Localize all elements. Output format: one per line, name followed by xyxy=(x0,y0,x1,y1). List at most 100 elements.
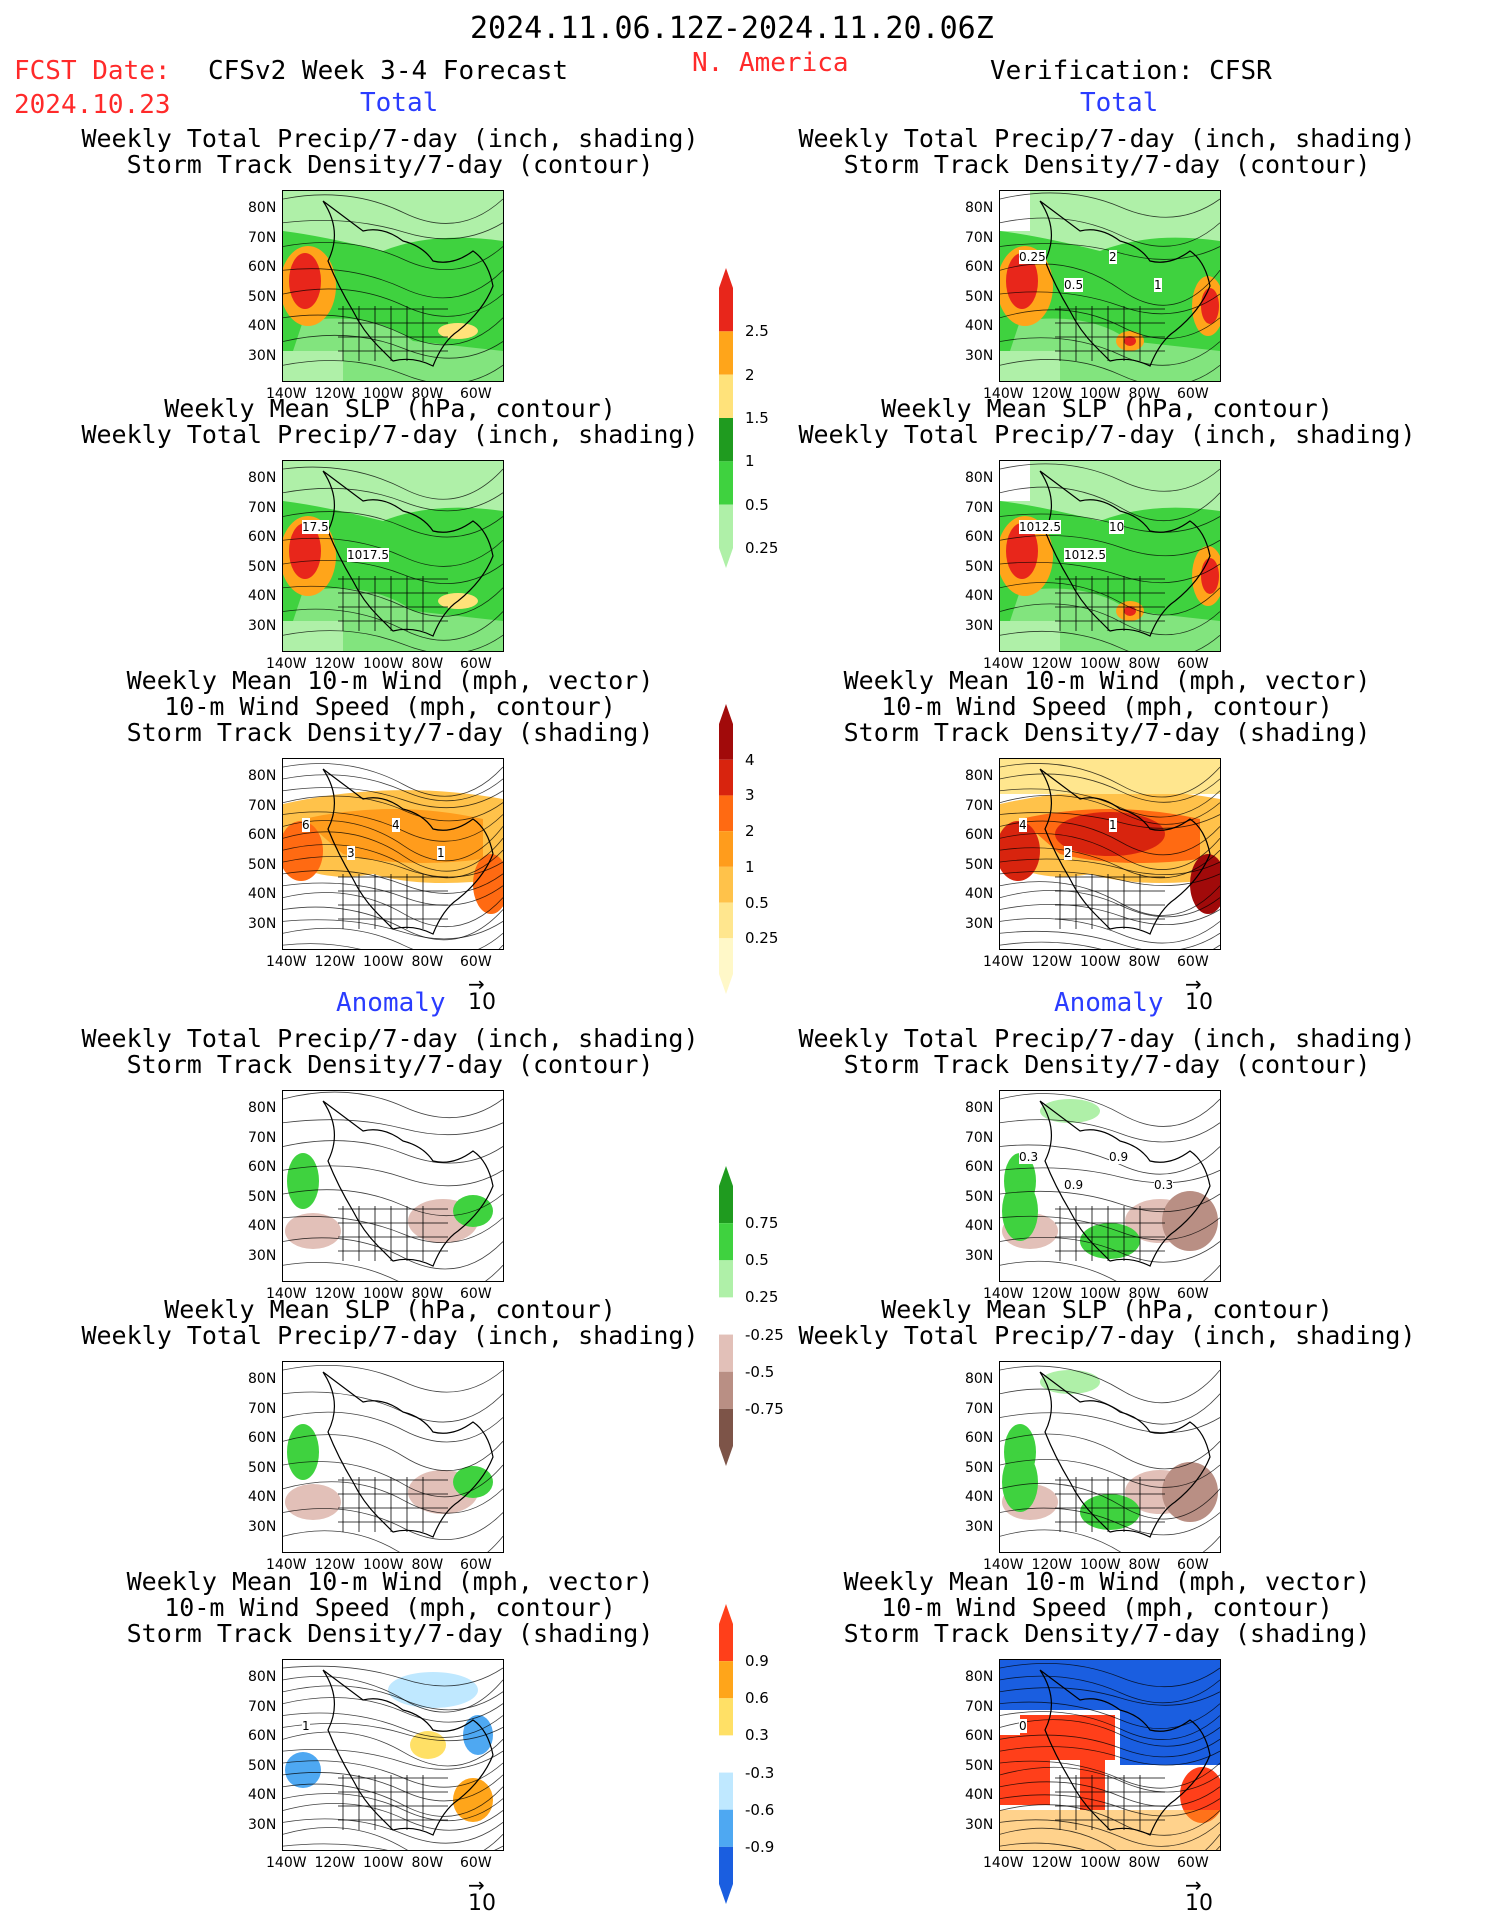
map-plot xyxy=(999,1659,1221,1851)
map-contour-label: 3 xyxy=(347,846,355,860)
section-anomaly-right: Anomaly xyxy=(1054,988,1164,1018)
lon-tick-label: 60W xyxy=(1177,1557,1209,1573)
map-contour-label: 0 xyxy=(1019,1719,1027,1733)
lat-tick-label: 40N xyxy=(965,318,994,334)
lat-tick-label: 40N xyxy=(248,1489,277,1505)
lat-tick-label: 50N xyxy=(965,1459,994,1476)
lon-tick-label: 60W xyxy=(460,656,492,672)
lon-tick-label: 80W xyxy=(411,386,444,402)
lon-tick-label: 100W xyxy=(1080,656,1121,672)
vector-reference-arrow-icon: → xyxy=(468,1873,485,1897)
map-contour-label: 1012.5 xyxy=(1019,520,1061,534)
lon-tick-label: 100W xyxy=(1080,386,1121,402)
lat-tick-label: 30N xyxy=(248,1816,277,1833)
lat-tick-label: 60N xyxy=(965,1159,994,1175)
panel-title-line: Storm Track Density/7-day (contour) xyxy=(843,1050,1371,1079)
panel-title-line: Weekly Mean 10-m Wind (mph, vector) xyxy=(126,666,654,695)
lat-tick-label: 60N xyxy=(248,827,277,843)
lat-tick-label: 30N xyxy=(248,915,277,932)
map-plot xyxy=(999,1090,1221,1282)
lon-tick-label: 100W xyxy=(363,1557,404,1573)
lat-tick-label: 30N xyxy=(965,347,994,364)
panel-r6-verification: Weekly Mean 10-m Wind (mph, vector) 10-m … xyxy=(717,1569,1437,1916)
panel-title-line: 10-m Wind Speed (mph, contour) xyxy=(164,1593,616,1622)
map-contour-label: 0.9 xyxy=(1109,1150,1129,1164)
lat-tick-label: 40N xyxy=(965,1218,994,1234)
lat-tick-label: 50N xyxy=(248,856,277,873)
map-contour-label: 2 xyxy=(1064,846,1072,860)
section-total-right: Total xyxy=(1080,88,1159,118)
lat-tick-label: 30N xyxy=(965,1518,994,1535)
lon-tick-label: 120W xyxy=(1031,954,1073,970)
lon-tick-label: 140W xyxy=(983,954,1024,970)
lon-tick-label: 60W xyxy=(460,386,492,402)
map-plot xyxy=(282,1090,504,1282)
lon-tick-label: 140W xyxy=(983,1855,1024,1871)
lat-tick-label: 50N xyxy=(965,288,994,305)
lat-tick-label: 60N xyxy=(248,1159,277,1175)
panel-r1-forecast: Weekly Total Precip/7-day (inch, shading… xyxy=(0,126,720,402)
lat-tick-label: 40N xyxy=(248,1787,277,1803)
vector-reference-value: 10 xyxy=(468,1891,496,1916)
lat-tick-label: 50N xyxy=(965,1757,994,1774)
lon-tick-label: 100W xyxy=(363,954,404,970)
lon-tick-label: 140W xyxy=(983,386,1024,402)
map-contour-label: 1 xyxy=(1154,278,1162,292)
lat-tick-label: 30N xyxy=(965,1816,994,1833)
lat-tick-label: 60N xyxy=(965,529,994,545)
lat-tick-label: 30N xyxy=(965,617,994,634)
panel-title-line: Weekly Mean 10-m Wind (mph, vector) xyxy=(843,1567,1371,1596)
lon-tick-label: 60W xyxy=(1177,386,1209,402)
lon-tick-label: 60W xyxy=(460,954,492,970)
map-plot xyxy=(999,1361,1221,1553)
lat-tick-label: 60N xyxy=(248,1430,277,1446)
map-contour-label: 0.3 xyxy=(1154,1178,1174,1192)
lon-tick-label: 120W xyxy=(1031,1855,1073,1871)
lon-tick-label: 120W xyxy=(1031,656,1073,672)
lat-tick-label: 50N xyxy=(248,1757,277,1774)
panel-r4-forecast: Weekly Total Precip/7-day (inch, shading… xyxy=(0,1026,720,1302)
section-anomaly-left: Anomaly xyxy=(336,988,446,1018)
lon-tick-label: 60W xyxy=(1177,656,1209,672)
lat-tick-label: 50N xyxy=(248,1459,277,1476)
colorbar-tick-label: -0.3 xyxy=(745,1763,775,1782)
panel-title-line: Weekly Total Precip/7-day (inch, shading… xyxy=(798,124,1416,153)
lon-tick-label: 100W xyxy=(363,1286,404,1302)
panel-r6-forecast: Weekly Mean 10-m Wind (mph, vector) 10-m … xyxy=(0,1569,720,1916)
map-contour-label: 0.3 xyxy=(1019,1150,1039,1164)
lat-tick-label: 70N xyxy=(248,499,277,516)
panel-title-line: Weekly Mean SLP (hPa, contour) xyxy=(881,1295,1333,1324)
vector-reference: → 10 xyxy=(468,1873,496,1916)
colorbar-tick-label: -0.6 xyxy=(745,1800,775,1819)
panel-title-line: Storm Track Density/7-day (shading) xyxy=(843,1619,1371,1648)
lat-tick-label: 60N xyxy=(965,1728,994,1744)
lat-tick-label: 70N xyxy=(965,1698,994,1715)
lat-tick-label: 50N xyxy=(965,1188,994,1205)
map-contour-label: 6 xyxy=(302,818,310,832)
lon-tick-label: 100W xyxy=(1080,1286,1121,1302)
lat-tick-label: 70N xyxy=(248,1129,277,1146)
vector-reference-arrow-icon: → xyxy=(468,972,485,996)
panel-title-line: 10-m Wind Speed (mph, contour) xyxy=(164,692,616,721)
panel-title-line: Weekly Total Precip/7-day (inch, shading… xyxy=(81,420,699,449)
lon-tick-label: 100W xyxy=(1080,1855,1121,1871)
lon-tick-label: 120W xyxy=(1031,386,1073,402)
panel-title-line: Storm Track Density/7-day (contour) xyxy=(126,150,654,179)
lat-tick-label: 70N xyxy=(965,1129,994,1146)
panel-title-line: Storm Track Density/7-day (contour) xyxy=(843,150,1371,179)
panel-title-line: Weekly Total Precip/7-day (inch, shading… xyxy=(81,124,699,153)
lon-tick-label: 60W xyxy=(460,1557,492,1573)
map-contour-label: 4 xyxy=(392,818,400,832)
map-contour-label: 0.25 xyxy=(1019,250,1046,264)
lat-tick-label: 60N xyxy=(248,529,277,545)
lon-tick-label: 120W xyxy=(314,656,356,672)
panel-title-line: 10-m Wind Speed (mph, contour) xyxy=(881,1593,1333,1622)
lat-tick-label: 70N xyxy=(248,797,277,814)
lat-tick-label: 60N xyxy=(965,827,994,843)
map-plot xyxy=(282,190,504,382)
lat-tick-label: 80N xyxy=(965,1100,994,1116)
map-contour-label: 10 xyxy=(1109,520,1125,534)
lon-tick-label: 60W xyxy=(460,1286,492,1302)
vector-reference: → 10 xyxy=(1185,974,1213,1015)
lon-tick-label: 140W xyxy=(266,1855,307,1871)
